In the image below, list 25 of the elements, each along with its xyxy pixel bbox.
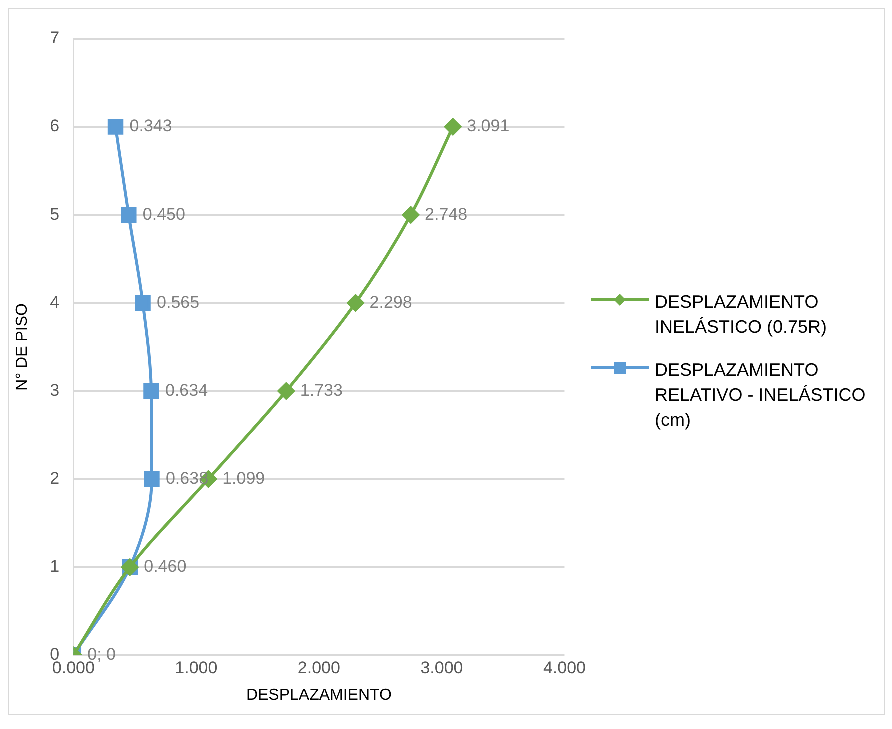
y-tick-label: 2 [50, 468, 60, 488]
y-tick-label: 7 [50, 28, 60, 48]
data-label: 1.099 [222, 468, 266, 488]
x-tick-label: 1.000 [175, 658, 218, 678]
data-label: 0.565 [157, 292, 200, 312]
legend-label: DESPLAZAMIENTO RELATIVO - INELÁSTICO (cm) [655, 359, 867, 432]
y-tick-label: 6 [50, 116, 60, 136]
data-label: 0.634 [165, 380, 208, 400]
x-tick-label: 2.000 [298, 658, 340, 678]
data-label: 0.450 [142, 204, 186, 224]
legend-label: DESPLAZAMIENTO INELÁSTICO (0.75R) [655, 291, 828, 339]
y-tick-label: 4 [50, 292, 60, 312]
y-tick-label: 1 [50, 557, 60, 576]
data-label: 2.298 [370, 292, 412, 312]
y-tick-label: 5 [50, 204, 60, 224]
x-tick-label: 3.000 [420, 658, 464, 678]
data-label: 0.343 [130, 116, 172, 136]
data-label: 2.748 [425, 204, 468, 224]
y-tick-label: 3 [50, 380, 60, 400]
data-label: 1.733 [300, 380, 343, 400]
data-label: 0.460 [144, 557, 187, 576]
data-label: 3.091 [467, 116, 510, 136]
x-axis-title: DESPLAZAMIENTO [246, 686, 392, 704]
x-tick-label: 4.000 [543, 658, 586, 678]
y-axis-title: N° DE PISO [14, 304, 32, 391]
